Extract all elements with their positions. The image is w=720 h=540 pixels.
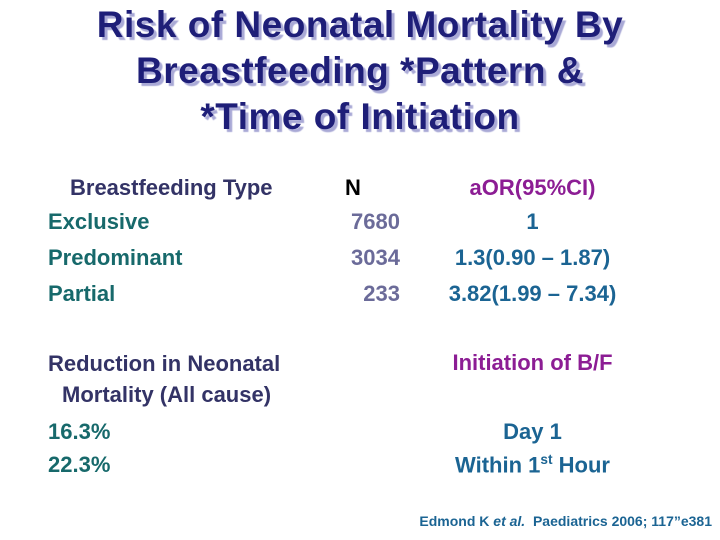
col-header-n: N (345, 175, 361, 200)
within-text: Within 1 (455, 452, 541, 478)
row-type: Exclusive (48, 209, 150, 234)
citation-journal: Paediatrics 2006; 117”e381 (525, 513, 712, 529)
table-row: Predominant 3034 1.3(0.90 – 1.87) (45, 240, 655, 276)
title-line-2: Breastfeeding *Pattern & (136, 50, 584, 91)
citation-author: Edmond K (419, 513, 494, 529)
table-row: Partial 233 3.82(1.99 – 7.34) (45, 276, 655, 312)
row-type: Predominant (48, 245, 183, 270)
initiation-within-first-hour-label: Within 1st Hour (410, 452, 655, 478)
title-line-3: *Time of Initiation (200, 96, 520, 137)
col-header-aor: aOR(95%CI) (469, 175, 596, 200)
slide-title: Risk of Neonatal Mortality By Breastfeed… (0, 2, 720, 140)
reduction-header-line-2: Mortality (All cause) (62, 382, 272, 407)
ordinal-superscript: st (540, 452, 553, 467)
citation-footer: Edmond K et al. Paediatrics 2006; 117”e3… (419, 513, 712, 529)
row-n: 233 (363, 281, 400, 306)
col-header-breastfeeding-type: Breastfeeding Type (70, 175, 273, 200)
reduction-mortality-header: Reduction in Neonatal Mortality (All cau… (48, 348, 348, 410)
row-aor: 3.82(1.99 – 7.34) (448, 281, 617, 306)
initiation-day1-label: Day 1 (503, 419, 562, 444)
initiation-header: Initiation of B/F (452, 350, 613, 375)
hour-text: Hour (552, 452, 610, 478)
citation-et-al: et al. (493, 513, 526, 529)
row-n: 3034 (351, 245, 400, 270)
row-type: Partial (48, 281, 116, 306)
row-aor: 1 (526, 209, 539, 234)
table-header-row: Breastfeeding Type N aOR(95%CI) (45, 172, 655, 204)
row-aor: 1.3(0.90 – 1.87) (454, 245, 611, 270)
row-n: 7680 (351, 209, 400, 234)
table-row: Exclusive 7680 1 (45, 204, 655, 240)
breastfeeding-table: Breastfeeding Type N aOR(95%CI) Exclusiv… (45, 172, 655, 312)
reduction-value-day1: 16.3% (48, 419, 111, 444)
title-line-1: Risk of Neonatal Mortality By (96, 4, 624, 45)
reduction-value-first-hour: 22.3% (48, 452, 111, 477)
reduction-header-line-1: Reduction in Neonatal (48, 351, 281, 376)
